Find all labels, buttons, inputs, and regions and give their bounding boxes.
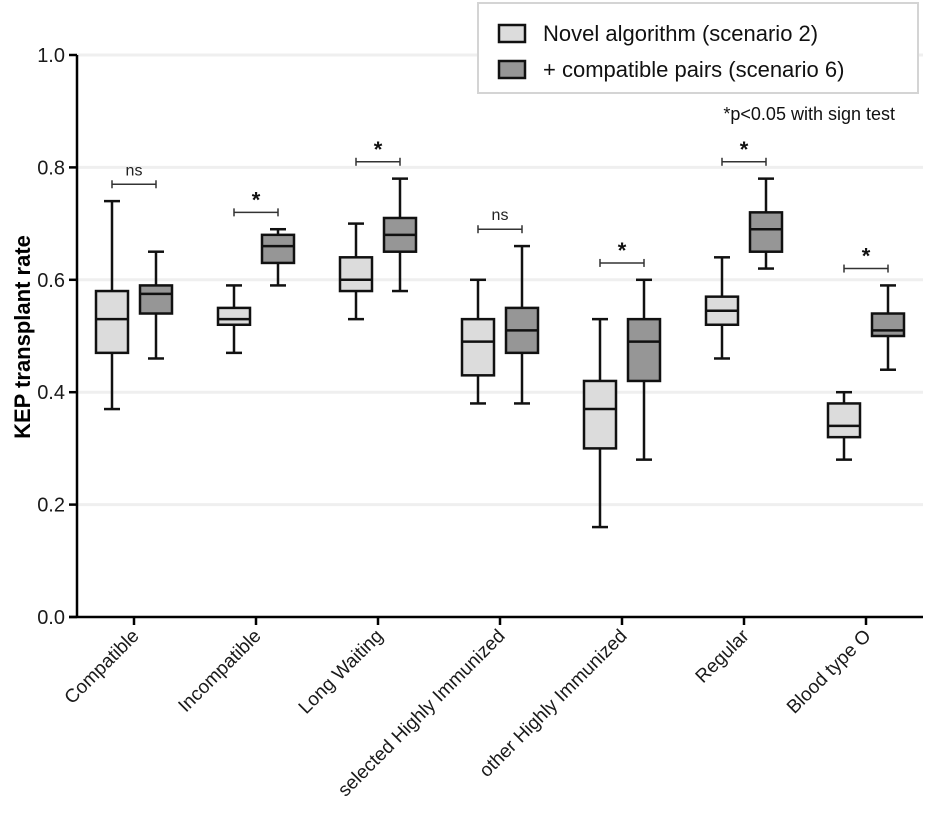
significance-label: * (252, 187, 261, 212)
significance-brackets: ns * * ns * * * (111, 137, 889, 273)
box-scenario-6 (748, 177, 784, 270)
iqr-box (338, 256, 374, 293)
y-tick-label: 1.0 (37, 45, 65, 67)
iqr-box (216, 306, 252, 327)
legend-frame (477, 2, 919, 94)
iqr-box (582, 379, 618, 450)
y-tick-label: 0.8 (37, 157, 65, 179)
box-scenario-6 (382, 177, 418, 293)
iqr-box (826, 402, 862, 439)
iqr-box (138, 284, 174, 315)
x-tick-label: Blood type O (783, 626, 876, 719)
x-tick-label: Incompatible (175, 626, 266, 717)
legend-swatch-scenario-6 (497, 59, 527, 80)
iqr-box (870, 312, 906, 338)
y-tick-label: 0.2 (37, 495, 65, 517)
box-scenario-2 (338, 222, 374, 321)
legend-label-scenario-2: Novel algorithm (scenario 2) (543, 21, 818, 46)
iqr-box (748, 211, 784, 253)
legend-swatch-scenario-2 (497, 23, 527, 44)
x-tick-label: Long Waiting (295, 626, 388, 719)
box-scenario-6 (138, 250, 174, 360)
axes: 0.0 0.2 0.4 0.6 0.8 1.0 Compatible Incompatible… (37, 45, 923, 801)
box-scenario-2 (582, 317, 618, 529)
box-scenario-6 (626, 278, 662, 461)
box-scenario-6 (870, 284, 906, 371)
box-scenario-6 (260, 227, 296, 287)
box-scenario-2 (826, 390, 862, 461)
legend-label-scenario-6: + compatible pairs (scenario 6) (543, 57, 844, 82)
box-scenario-6 (504, 244, 540, 405)
box-scenario-2 (94, 199, 130, 411)
x-tick-label: Regular (692, 625, 754, 687)
y-tick-label: 0.0 (37, 607, 65, 629)
y-tick-label: 0.6 (37, 270, 65, 292)
iqr-box (626, 317, 662, 383)
boxes (94, 177, 906, 529)
significance-label: * (374, 137, 383, 162)
x-tick-label: Compatible (61, 626, 144, 709)
y-tick-label: 0.4 (37, 382, 65, 404)
significance-label: * (618, 238, 627, 263)
box-scenario-2 (704, 256, 740, 360)
significance-label: * (862, 244, 871, 269)
iqr-box (460, 317, 496, 377)
legend: Novel algorithm (scenario 2) + compatibl… (477, 2, 919, 94)
box-scenario-2 (216, 284, 252, 355)
iqr-box (260, 233, 296, 265)
y-axis-label: KEP transplant rate (10, 235, 35, 439)
iqr-box (94, 289, 130, 355)
significance-label: ns (492, 207, 509, 224)
box-scenario-2 (460, 278, 496, 405)
significance-label: * (740, 137, 749, 162)
significance-label: ns (126, 162, 143, 179)
significance-note: *p<0.05 with sign test (723, 104, 895, 124)
